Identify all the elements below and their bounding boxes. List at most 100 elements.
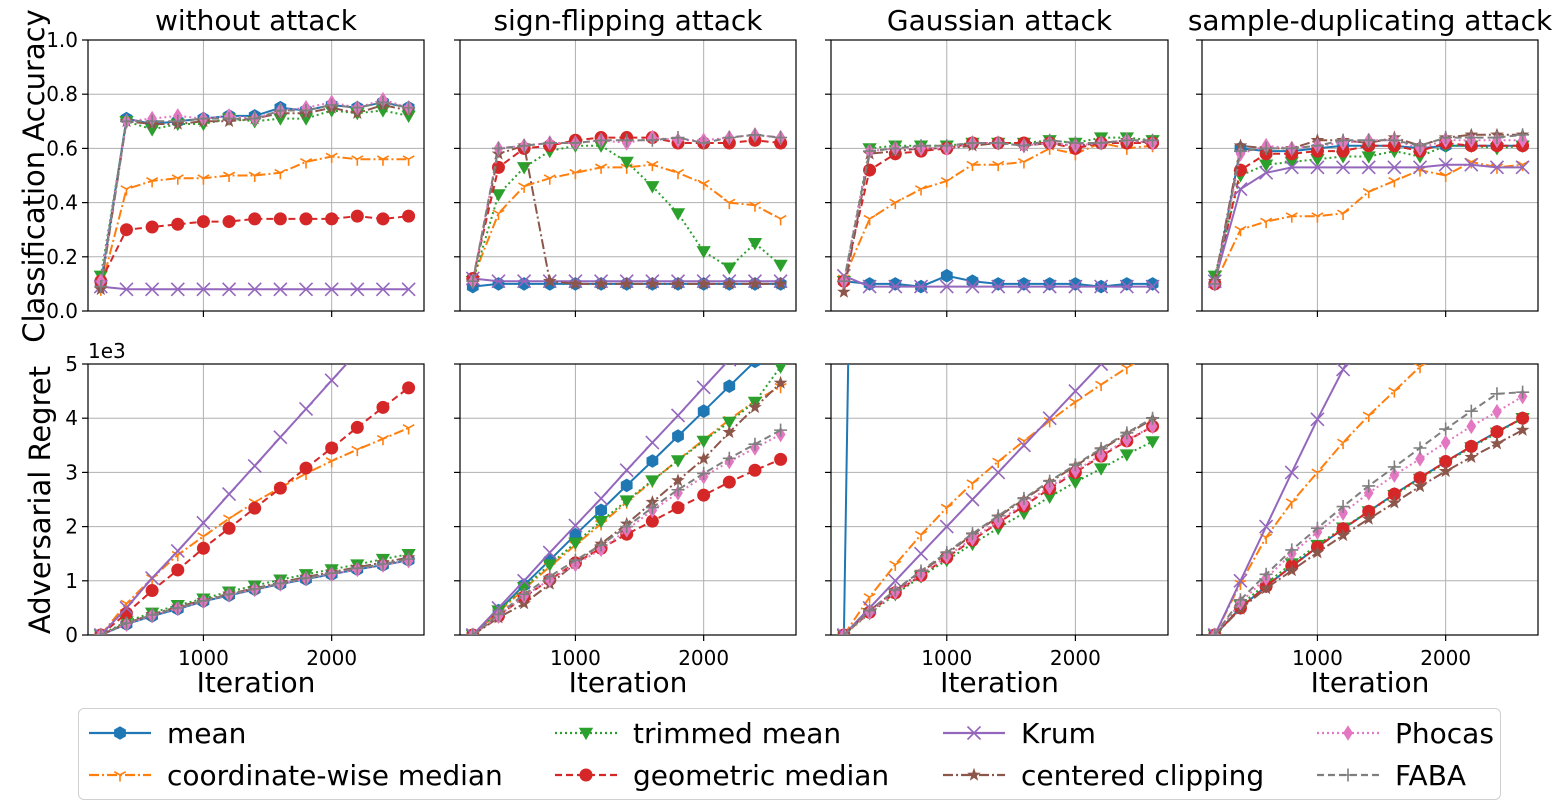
data-point-coordinate-wise-median: [1337, 209, 1350, 220]
data-point-faba: [568, 553, 582, 567]
data-point-coordinate-wise-median: [1285, 498, 1298, 509]
data-point-krum: [1016, 279, 1032, 294]
data-point-faba: [722, 131, 736, 145]
legend-item: FABA: [1315, 755, 1466, 795]
data-point-centered-clipping: [748, 400, 762, 414]
x-axis-label: Iteration: [940, 666, 1059, 699]
data-point-geometric-median: [402, 381, 416, 395]
data-point-krum: [645, 435, 660, 450]
data-point-krum: [1464, 157, 1479, 172]
data-point-coordinate-wise-median: [569, 168, 582, 180]
data-point-geometric-median: [248, 501, 262, 515]
data-point-phocas: [1415, 451, 1425, 467]
data-point-faba: [888, 141, 902, 155]
data-point-coordinate-wise-median: [1413, 364, 1427, 374]
data-point-coordinate-wise-median: [197, 532, 210, 543]
regret-axes: 1000 2000: [1196, 265, 1539, 670]
data-point-faba: [1439, 131, 1453, 145]
data-point-coordinate-wise-median: [223, 171, 236, 182]
data-point-krum: [1388, 265, 1401, 278]
legend-item: Phocas: [1315, 713, 1494, 753]
data-point-coordinate-wise-median: [595, 163, 608, 174]
data-point-krum: [888, 279, 903, 294]
legend-swatch: [1317, 768, 1379, 782]
series-line-coordinate-wise-median: [842, 141, 1153, 279]
data-point-centered-clipping: [594, 276, 608, 290]
data-point-krum: [888, 573, 903, 588]
data-point-centered-clipping: [722, 276, 737, 290]
series-line-coordinate-wise-median: [471, 163, 782, 279]
panel-title: without attack: [155, 4, 358, 37]
data-point-mean: [1043, 277, 1056, 291]
data-point-krum: [913, 546, 929, 561]
data-point-coordinate-wise-median: [1491, 296, 1502, 306]
panel-title: Gaussian attack: [887, 4, 1113, 37]
data-point-krum: [298, 401, 314, 417]
accuracy-series-group: [93, 91, 416, 297]
data-point-krum: [1438, 157, 1453, 172]
data-point-coordinate-wise-median: [992, 160, 1005, 172]
data-point-centered-clipping: [1310, 545, 1325, 559]
data-point-coordinate-wise-median: [697, 179, 710, 191]
data-point-centered-clipping: [645, 276, 660, 290]
data-point-coordinate-wise-median: [966, 479, 979, 490]
data-point-geometric-median: [273, 481, 287, 495]
data-point-coordinate-wise-median: [1120, 364, 1133, 375]
data-point-faba: [697, 466, 711, 480]
data-point-coordinate-wise-median: [492, 209, 505, 220]
data-point-phocas: [1440, 434, 1451, 451]
data-point-trimmed-mean: [670, 455, 686, 468]
accuracy-axes: 0.0 0.2 0.4 0.6 0.8 1.0: [46, 28, 425, 323]
data-point-faba: [1285, 543, 1299, 557]
legend-swatch: [943, 725, 1005, 741]
data-point-centered-clipping: [1438, 464, 1453, 478]
data-point-centered-clipping: [1336, 528, 1350, 542]
data-point-krum: [1284, 465, 1299, 480]
y-tick-label: 0.6: [46, 136, 78, 160]
data-point-faba: [119, 616, 133, 630]
data-point-krum: [196, 515, 211, 530]
legend-label: geometric median: [633, 758, 890, 792]
data-point-centered-clipping: [1259, 581, 1273, 595]
data-point-faba: [1094, 136, 1108, 150]
data-point-faba: [222, 112, 236, 126]
data-point-krum: [517, 274, 532, 289]
data-point-faba: [1233, 593, 1247, 607]
data-point-coordinate-wise-median: [376, 434, 390, 446]
data-point-mean: [775, 330, 787, 344]
data-point-mean: [992, 277, 1005, 291]
data-point-krum: [170, 543, 185, 559]
data-point-coordinate-wise-median: [1388, 176, 1401, 188]
data-point-coordinate-wise-median: [774, 214, 787, 226]
data-point-faba: [171, 114, 185, 128]
data-point-coordinate-wise-median: [325, 457, 338, 468]
data-point-trimmed-mean: [273, 113, 288, 126]
data-point-coordinate-wise-median: [748, 201, 762, 212]
accuracy-series-group: [836, 132, 1160, 298]
data-point-faba: [402, 101, 416, 115]
data-point-coordinate-wise-median: [325, 152, 338, 164]
legend-label: centered clipping: [1021, 758, 1265, 792]
data-point-centered-clipping: [722, 425, 737, 439]
data-point-krum: [1094, 279, 1109, 294]
data-point-faba: [722, 451, 736, 465]
data-point-trimmed-mean: [747, 238, 763, 251]
legend-label: Phocas: [1395, 716, 1494, 750]
series-line-faba: [99, 101, 409, 287]
x-tick-label: 2000: [1420, 646, 1471, 670]
data-point-faba: [1120, 133, 1134, 147]
data-point-trimmed-mean: [1284, 156, 1299, 170]
data-point-geometric-median: [325, 212, 339, 226]
legend-label: Krum: [1021, 716, 1096, 750]
data-point-phocas: [1389, 467, 1400, 483]
data-point-krum: [1310, 160, 1325, 175]
data-point-trimmed-mean: [568, 537, 583, 551]
data-point-krum: [1412, 160, 1428, 175]
data-point-faba: [1516, 385, 1530, 399]
data-point-faba: [402, 552, 416, 566]
data-point-geometric-median: [402, 209, 416, 223]
data-point-faba: [837, 628, 851, 635]
data-point-krum: [145, 282, 160, 297]
data-point-trimmed-mean: [696, 435, 711, 449]
